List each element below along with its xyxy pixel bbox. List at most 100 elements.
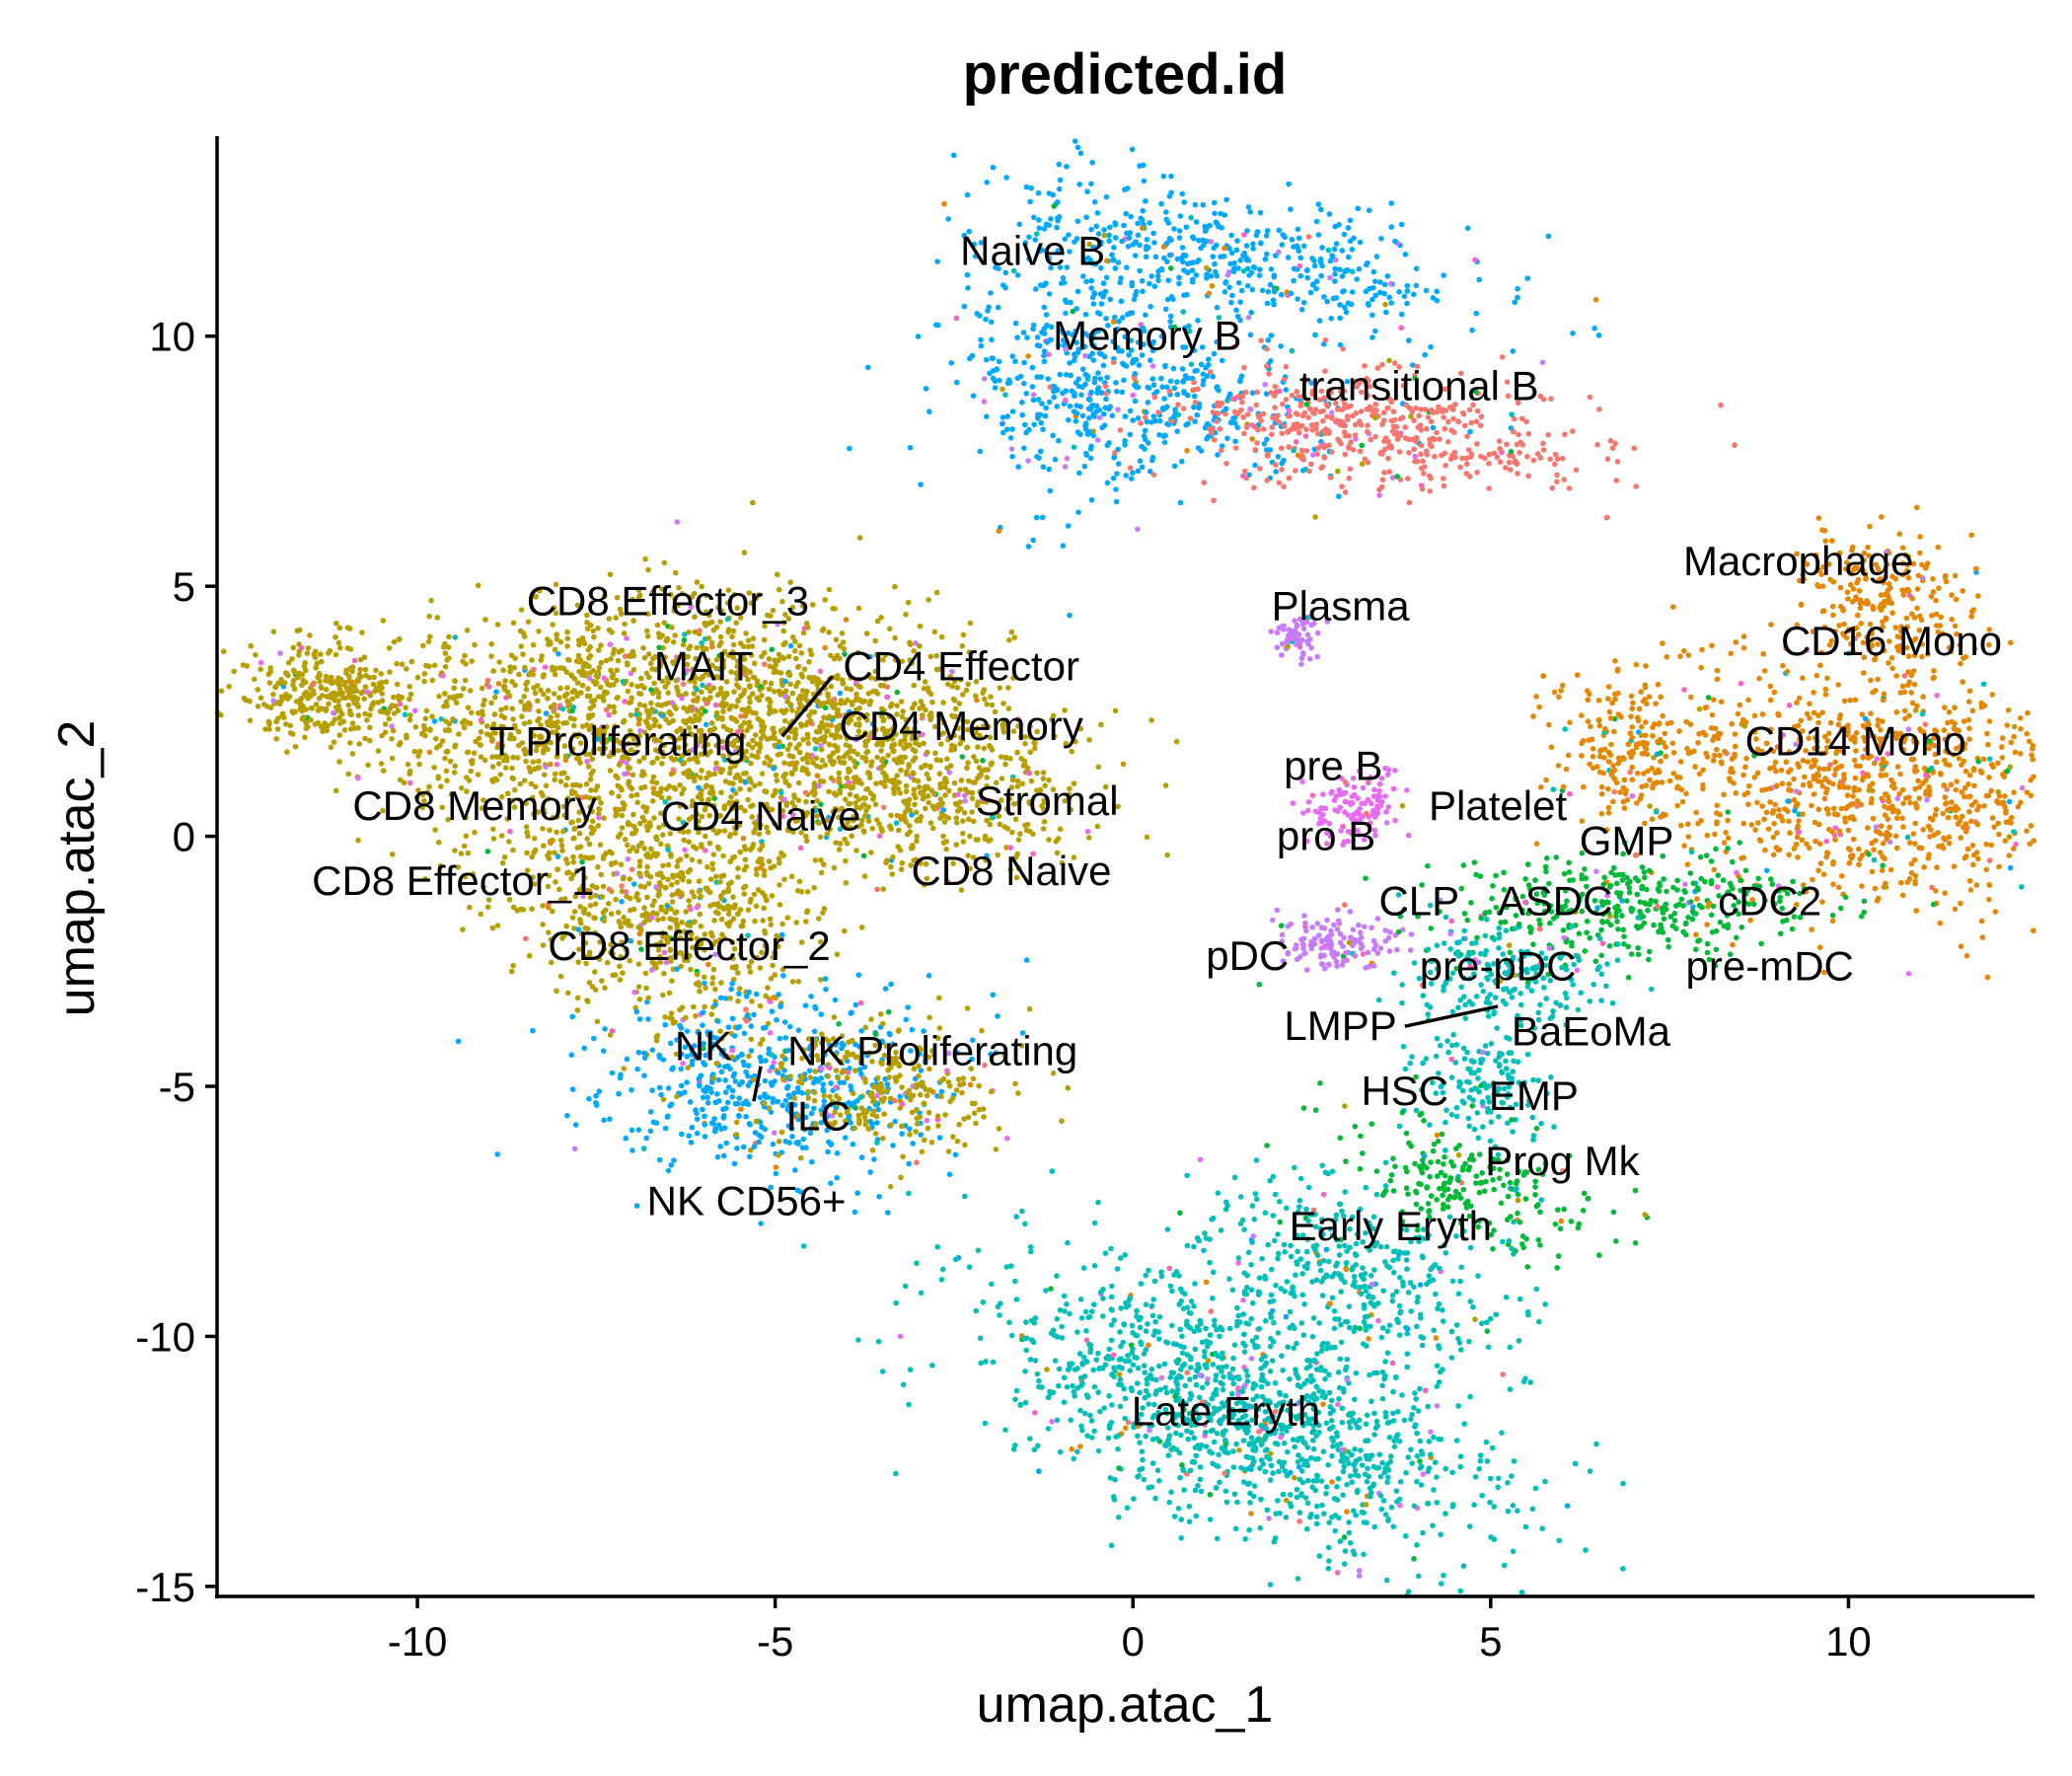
cell-point	[553, 581, 559, 588]
cell-point	[595, 674, 601, 680]
cell-point	[442, 755, 448, 762]
cell-point	[551, 605, 557, 611]
cell-point	[647, 854, 654, 860]
cell-point	[545, 688, 552, 694]
cell-point	[445, 644, 452, 650]
cell-point	[626, 764, 631, 771]
cell-point	[709, 980, 715, 987]
cell-point	[407, 771, 413, 777]
cell-point	[402, 711, 408, 718]
cell-point	[545, 696, 551, 702]
cell-point	[348, 679, 355, 685]
cell-point	[1026, 1005, 1033, 1012]
cell-point	[687, 770, 693, 777]
cell-point	[857, 1094, 863, 1100]
cell-point	[960, 692, 966, 698]
cell-point	[855, 1112, 861, 1119]
cell-point	[1145, 400, 1151, 406]
cell-point	[717, 1144, 723, 1149]
cell-point	[490, 668, 497, 674]
cell-point	[724, 600, 731, 606]
cell-point	[761, 867, 768, 874]
cell-point	[550, 815, 555, 821]
cell-point	[637, 691, 644, 698]
cell-point	[777, 882, 782, 888]
cell-point	[373, 667, 379, 674]
cell-point	[488, 653, 494, 659]
cell-point	[529, 906, 535, 912]
cell-point	[622, 802, 628, 808]
cell-point	[349, 720, 356, 726]
cell-point	[762, 1077, 769, 1084]
cell-point	[726, 770, 733, 777]
cell-point	[786, 782, 792, 788]
cell-point	[588, 771, 594, 777]
cell-point	[367, 724, 373, 731]
cell-point	[580, 908, 587, 915]
cell-point	[1117, 279, 1123, 286]
cell-point	[880, 1135, 886, 1142]
cell-point	[1021, 380, 1027, 387]
cell-point	[637, 727, 643, 734]
cell-point	[935, 1123, 941, 1129]
cell-point	[747, 847, 754, 852]
cell-point	[1008, 629, 1015, 635]
cell-point	[649, 915, 655, 921]
cell-point	[812, 746, 819, 752]
cell-point	[852, 1001, 859, 1008]
cell-point	[1476, 276, 1482, 283]
cell-point	[1025, 770, 1032, 777]
cell-point	[526, 765, 532, 771]
cell-point	[1015, 464, 1021, 470]
cell-point	[511, 665, 518, 671]
cell-point	[825, 691, 831, 698]
cell-point	[489, 754, 495, 760]
cell-point	[708, 639, 715, 646]
cell-point	[1132, 292, 1139, 298]
cell-point	[798, 650, 805, 656]
cell-point	[446, 633, 452, 640]
cell-point	[898, 767, 904, 774]
cell-point	[914, 833, 920, 840]
cell-point	[759, 1124, 765, 1131]
cell-point	[817, 777, 824, 784]
cell-point	[784, 1083, 791, 1089]
cell-point	[938, 800, 945, 807]
cell-point	[692, 777, 698, 784]
cell-point	[412, 724, 419, 730]
cell-point	[317, 673, 323, 679]
cell-point	[858, 1154, 865, 1160]
cell-point	[1003, 426, 1010, 433]
cell-point	[664, 1114, 671, 1120]
cell-point	[629, 1086, 634, 1093]
cell-point	[1034, 374, 1040, 380]
cell-point	[788, 873, 795, 880]
cell-point	[649, 1087, 655, 1093]
cell-point	[672, 596, 678, 602]
cell-point	[1030, 326, 1036, 333]
cell-point	[586, 726, 592, 733]
cell-point	[665, 847, 671, 852]
cell-point	[636, 997, 643, 1002]
cell-point	[361, 696, 368, 702]
cell-point	[1333, 241, 1340, 247]
cell-point	[680, 681, 687, 688]
cell-point	[745, 907, 752, 913]
cell-point	[241, 695, 248, 702]
cell-point	[983, 316, 989, 323]
cell-point	[756, 1132, 763, 1139]
cell-point	[697, 628, 703, 633]
cell-point	[853, 848, 859, 853]
cell-point	[955, 791, 961, 798]
cell-point	[969, 809, 975, 815]
cell-point	[643, 985, 649, 992]
cell-point	[1325, 247, 1332, 254]
cell-point	[615, 657, 622, 664]
cell-point	[529, 657, 535, 663]
cell-point	[1213, 268, 1219, 275]
cell-point	[633, 1008, 640, 1015]
cell-point	[881, 1111, 887, 1117]
cell-point	[498, 723, 505, 730]
cell-point	[737, 785, 743, 792]
cell-point	[258, 666, 263, 673]
